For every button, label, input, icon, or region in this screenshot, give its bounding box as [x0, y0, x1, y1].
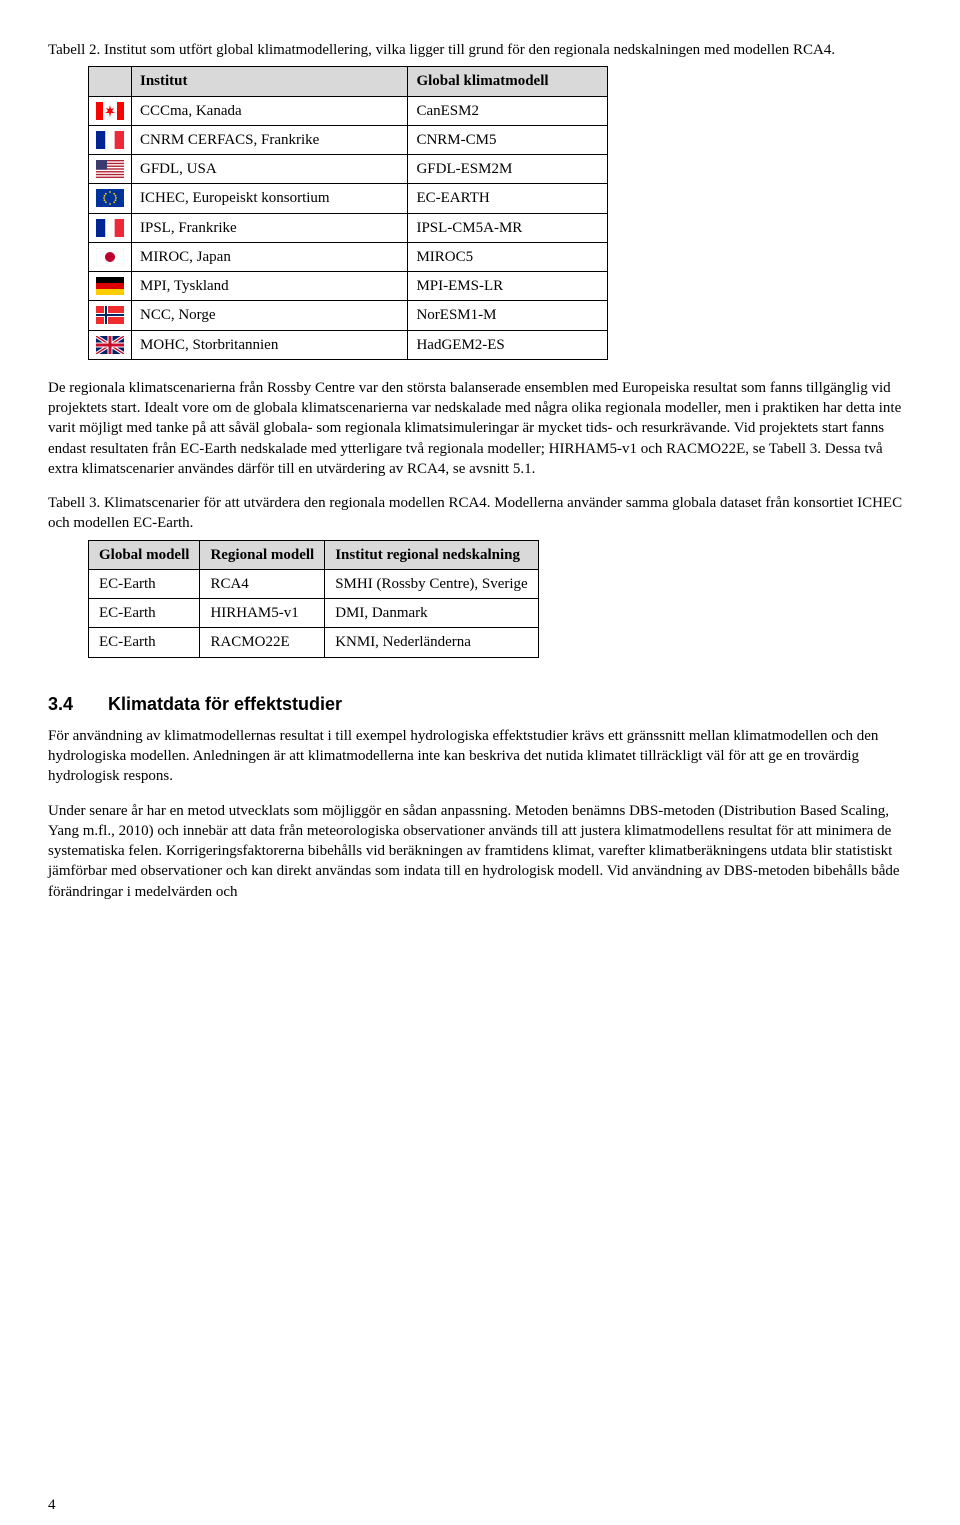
flag-japan-icon — [89, 242, 132, 271]
flag-france-icon — [89, 213, 132, 242]
table-row: MOHC, Storbritannien HadGEM2-ES — [89, 330, 608, 359]
table-row: EC-Earth HIRHAM5-v1 DMI, Danmark — [89, 599, 539, 628]
table2-header-model: Global klimatmodell — [408, 67, 608, 96]
table2-model: MPI-EMS-LR — [408, 272, 608, 301]
table2-model: CanESM2 — [408, 96, 608, 125]
flag-usa-icon — [89, 155, 132, 184]
table-row: MPI, Tyskland MPI-EMS-LR — [89, 272, 608, 301]
table-row: IPSL, Frankrike IPSL-CM5A-MR — [89, 213, 608, 242]
flag-norway-icon — [89, 301, 132, 330]
paragraph-3: Under senare år har en metod utvecklats … — [48, 801, 912, 902]
table-row: EC-Earth RCA4 SMHI (Rossby Centre), Sver… — [89, 569, 539, 598]
flag-eu-icon — [89, 184, 132, 213]
table3-c1: EC-Earth — [89, 569, 200, 598]
table3-c2: RCA4 — [200, 569, 325, 598]
flag-canada-icon — [89, 96, 132, 125]
table2-institute: ICHEC, Europeiskt konsortium — [132, 184, 408, 213]
table2-header-flag — [89, 67, 132, 96]
table3-c1: EC-Earth — [89, 628, 200, 657]
table2-model: MIROC5 — [408, 242, 608, 271]
table2-model: EC-EARTH — [408, 184, 608, 213]
table3-caption: Tabell 3. Klimatscenarier för att utvärd… — [48, 493, 912, 534]
section-title: Klimatdata för effektstudier — [108, 694, 342, 714]
table2-institute: IPSL, Frankrike — [132, 213, 408, 242]
table3-header-institute: Institut regional nedskalning — [325, 540, 538, 569]
table3-header-regional: Regional modell — [200, 540, 325, 569]
table3-c3: DMI, Danmark — [325, 599, 538, 628]
table2-institute: MOHC, Storbritannien — [132, 330, 408, 359]
table2-institute: MIROC, Japan — [132, 242, 408, 271]
table3-c2: HIRHAM5-v1 — [200, 599, 325, 628]
table-row: CCCma, Kanada CanESM2 — [89, 96, 608, 125]
table2-institute: GFDL, USA — [132, 155, 408, 184]
table2-model: IPSL-CM5A-MR — [408, 213, 608, 242]
table2-caption: Tabell 2. Institut som utfört global kli… — [48, 40, 912, 60]
table2-model: HadGEM2-ES — [408, 330, 608, 359]
table3-c3: KNMI, Nederländerna — [325, 628, 538, 657]
table-row: ICHEC, Europeiskt konsortium EC-EARTH — [89, 184, 608, 213]
table-row: NCC, Norge NorESM1-M — [89, 301, 608, 330]
table-row: GFDL, USA GFDL-ESM2M — [89, 155, 608, 184]
flag-france-icon — [89, 125, 132, 154]
table2-model: GFDL-ESM2M — [408, 155, 608, 184]
table-row: MIROC, Japan MIROC5 — [89, 242, 608, 271]
section-3-4-heading: 3.4Klimatdata för effektstudier — [48, 692, 912, 716]
paragraph-2: För användning av klimatmodellernas resu… — [48, 726, 912, 787]
table2-model: CNRM-CM5 — [408, 125, 608, 154]
section-number: 3.4 — [48, 692, 108, 716]
flag-germany-icon — [89, 272, 132, 301]
table2-institute: NCC, Norge — [132, 301, 408, 330]
paragraph-1: De regionala klimatscenarierna från Ross… — [48, 378, 912, 479]
table2-model: NorESM1-M — [408, 301, 608, 330]
table2-institute: CNRM CERFACS, Frankrike — [132, 125, 408, 154]
page-number: 4 — [48, 1495, 56, 1515]
table3-c1: EC-Earth — [89, 599, 200, 628]
table3-header-global: Global modell — [89, 540, 200, 569]
flag-uk-icon — [89, 330, 132, 359]
table-row: EC-Earth RACMO22E KNMI, Nederländerna — [89, 628, 539, 657]
table-row: CNRM CERFACS, Frankrike CNRM-CM5 — [89, 125, 608, 154]
table3-c2: RACMO22E — [200, 628, 325, 657]
table2-institute: MPI, Tyskland — [132, 272, 408, 301]
table2-institute: CCCma, Kanada — [132, 96, 408, 125]
table2-header-institute: Institut — [132, 67, 408, 96]
table2: Institut Global klimatmodell CCCma, Kana… — [88, 66, 608, 360]
table3: Global modell Regional modell Institut r… — [88, 540, 539, 658]
table3-c3: SMHI (Rossby Centre), Sverige — [325, 569, 538, 598]
